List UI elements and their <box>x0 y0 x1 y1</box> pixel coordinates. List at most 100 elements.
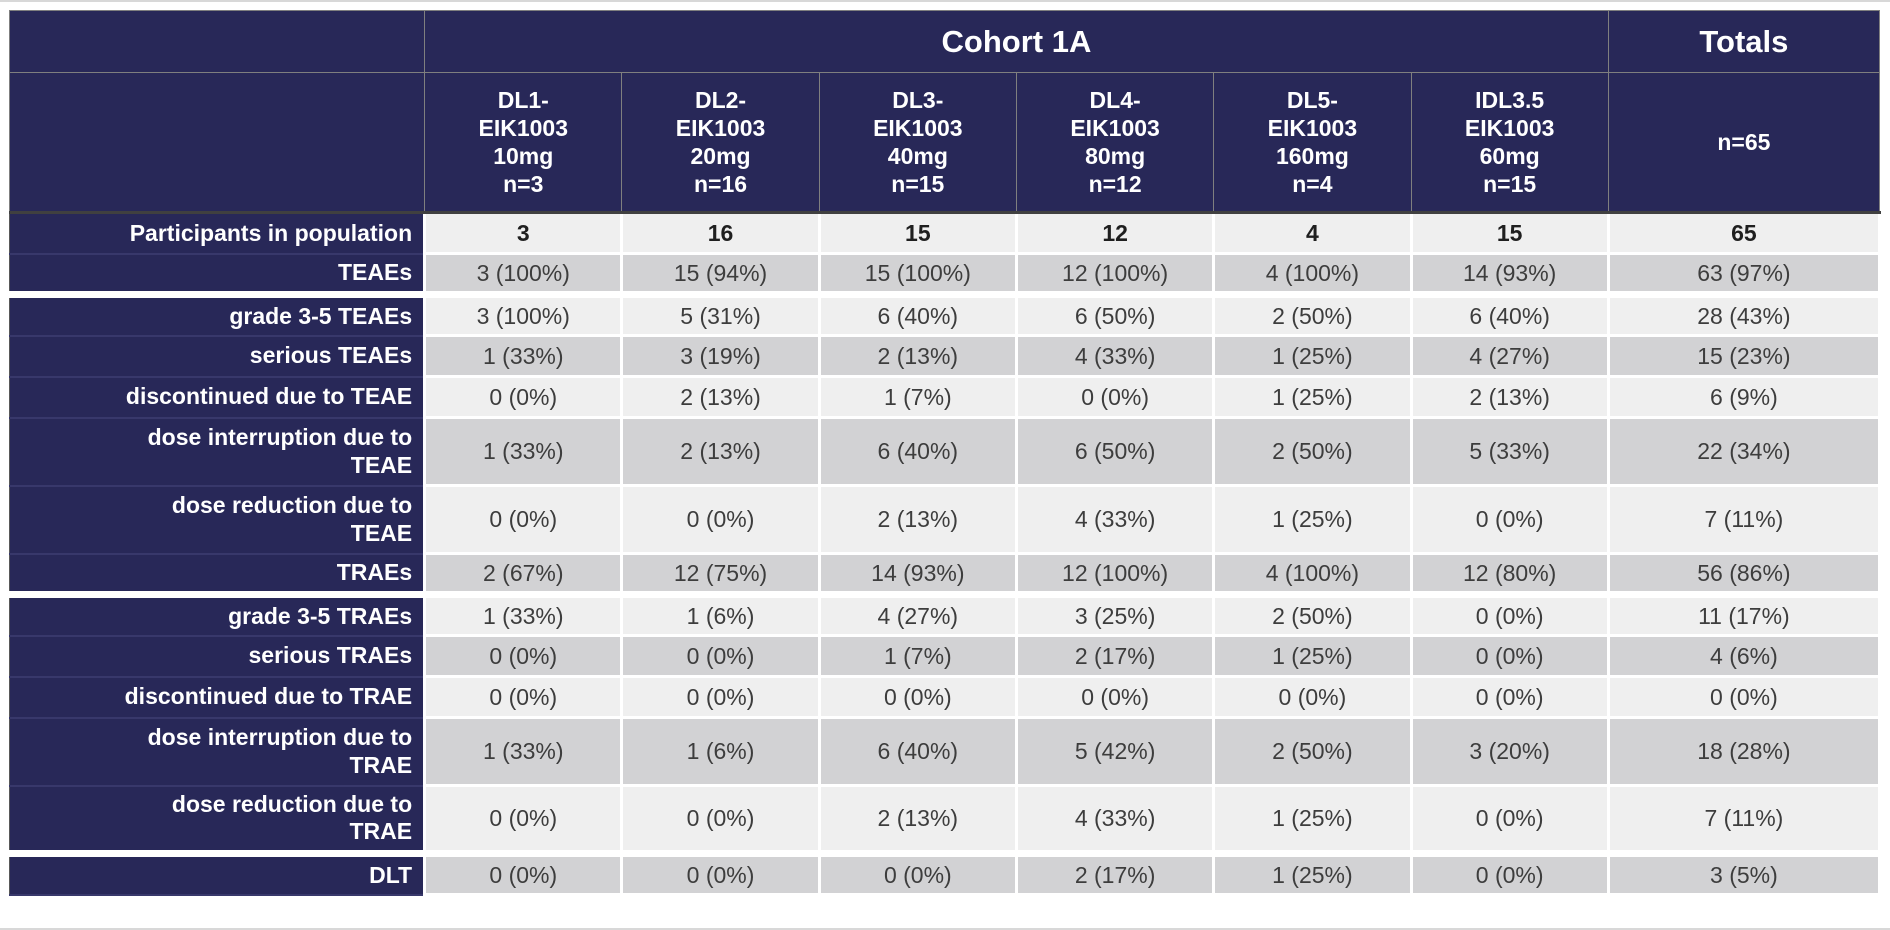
data-cell: 4 (27%) <box>817 591 1018 637</box>
row-label: TRAEs <box>8 552 427 596</box>
data-cell: 0 (0%) <box>423 675 624 719</box>
row-label: dose reduction due to TEAE <box>8 484 427 555</box>
data-cell: 1 (25%) <box>1212 784 1413 855</box>
data-cell: 0 (0%) <box>423 784 624 855</box>
data-cell: 0 (0%) <box>620 850 821 896</box>
data-cell: 3 (19%) <box>620 334 821 378</box>
data-cell: 2 (13%) <box>620 375 821 419</box>
cohort-title: Cohort 1A <box>424 10 1609 73</box>
data-cell: 1 (25%) <box>1212 484 1413 555</box>
table-row: grade 3-5 TEAEs 3 (100%) 5 (31%) 6 (40%) 6 (… <box>8 291 1882 337</box>
dose-column-header-5: DL5- EIK1003 160mg n=4 <box>1213 72 1412 214</box>
data-cell: 1 (25%) <box>1212 634 1413 678</box>
data-cell: 15 <box>817 211 1018 255</box>
data-cell: 0 (0%) <box>1014 675 1216 719</box>
row-label: grade 3-5 TRAEs <box>8 591 427 637</box>
row-label: TEAEs <box>8 252 427 296</box>
totals-n-cell: n=65 <box>1607 72 1881 214</box>
data-cell: 0 (0%) <box>817 850 1018 896</box>
data-cell: 15 (100%) <box>817 252 1018 296</box>
data-cell: 4 <box>1212 211 1413 255</box>
table-row: dose reduction due to TRAE 0 (0%) 0 (0%) 2 … <box>8 784 1882 855</box>
table-row: dose reduction due to TEAE 0 (0%) 0 (0%) 2 … <box>8 484 1882 555</box>
data-cell: 2 (13%) <box>817 484 1018 555</box>
data-cell: 0 (0%) <box>620 675 821 719</box>
data-cell: 1 (33%) <box>423 716 624 787</box>
total-cell: 22 (34%) <box>1606 416 1882 487</box>
table-row: serious TRAEs 0 (0%) 0 (0%) 1 (7%) 2 (17%) 1 … <box>8 634 1882 678</box>
data-cell: 6 (40%) <box>817 416 1018 487</box>
row-label: discontinued due to TRAE <box>8 675 427 719</box>
data-cell: 2 (50%) <box>1212 291 1413 337</box>
total-cell: 11 (17%) <box>1606 591 1882 637</box>
data-cell: 2 (50%) <box>1212 716 1413 787</box>
totals-title: Totals <box>1607 10 1881 73</box>
data-cell: 2 (17%) <box>1014 634 1216 678</box>
data-cell: 2 (50%) <box>1212 416 1413 487</box>
data-cell: 0 (0%) <box>1409 634 1610 678</box>
data-cell: 0 (0%) <box>620 634 821 678</box>
total-cell: 63 (97%) <box>1606 252 1882 296</box>
data-cell: 1 (33%) <box>423 334 624 378</box>
table-row: grade 3-5 TRAEs 1 (33%) 1 (6%) 4 (27%) 3 (25… <box>8 591 1882 637</box>
data-cell: 5 (33%) <box>1409 416 1610 487</box>
data-cell: 0 (0%) <box>1409 850 1610 896</box>
data-cell: 2 (13%) <box>620 416 821 487</box>
table-body: Participants in population 3 16 15 12 4 15 65 TE… <box>8 211 1882 896</box>
total-cell: 15 (23%) <box>1606 334 1882 378</box>
data-cell: 2 (13%) <box>817 784 1018 855</box>
data-cell: 12 (75%) <box>620 552 821 596</box>
data-cell: 6 (50%) <box>1014 416 1216 487</box>
data-cell: 5 (31%) <box>620 291 821 337</box>
data-cell: 0 (0%) <box>423 634 624 678</box>
table-row: dose interruption due to TEAE 1 (33%) 2 (1… <box>8 416 1882 487</box>
data-cell: 1 (25%) <box>1212 850 1413 896</box>
data-cell: 1 (33%) <box>423 591 624 637</box>
data-cell: 4 (33%) <box>1014 334 1216 378</box>
total-cell: 56 (86%) <box>1606 552 1882 596</box>
total-cell: 7 (11%) <box>1606 784 1882 855</box>
data-cell: 0 (0%) <box>1409 675 1610 719</box>
data-cell: 1 (25%) <box>1212 334 1413 378</box>
total-cell: 0 (0%) <box>1606 675 1882 719</box>
data-cell: 1 (7%) <box>817 375 1018 419</box>
data-cell: 1 (33%) <box>423 416 624 487</box>
row-label: serious TEAEs <box>8 334 427 378</box>
data-cell: 1 (25%) <box>1212 375 1413 419</box>
total-cell: 7 (11%) <box>1606 484 1882 555</box>
data-cell: 14 (93%) <box>817 552 1018 596</box>
data-cell: 15 <box>1409 211 1610 255</box>
data-cell: 16 <box>620 211 821 255</box>
data-cell: 2 (13%) <box>817 334 1018 378</box>
data-cell: 0 (0%) <box>620 784 821 855</box>
data-cell: 0 (0%) <box>620 484 821 555</box>
dose-column-header-2: DL2- EIK1003 20mg n=16 <box>621 72 820 214</box>
data-cell: 0 (0%) <box>423 850 624 896</box>
data-cell: 6 (40%) <box>1409 291 1610 337</box>
table-row: dose interruption due to TRAE 1 (33%) 1 (6… <box>8 716 1882 787</box>
table-row: Participants in population 3 16 15 12 4 15 65 <box>8 211 1882 255</box>
data-cell: 0 (0%) <box>817 675 1018 719</box>
row-label: DLT <box>8 850 427 896</box>
data-cell: 12 (100%) <box>1014 552 1216 596</box>
corner-cell-lower <box>8 72 426 214</box>
data-cell: 0 (0%) <box>1212 675 1413 719</box>
data-cell: 0 (0%) <box>423 484 624 555</box>
dose-column-header-3: DL3- EIK1003 40mg n=15 <box>818 72 1017 214</box>
row-label: dose interruption due to TEAE <box>8 416 427 487</box>
data-cell: 1 (6%) <box>620 591 821 637</box>
data-cell: 12 <box>1014 211 1216 255</box>
data-cell: 2 (50%) <box>1212 591 1413 637</box>
row-label: dose interruption due to TRAE <box>8 716 427 787</box>
table-row: TEAEs 3 (100%) 15 (94%) 15 (100%) 12 (100%) 4… <box>8 252 1882 296</box>
dose-column-header-6: IDL3.5 EIK1003 60mg n=15 <box>1410 72 1609 214</box>
row-label: serious TRAEs <box>8 634 427 678</box>
data-cell: 3 (100%) <box>423 291 624 337</box>
data-cell: 0 (0%) <box>1014 375 1216 419</box>
row-label: discontinued due to TEAE <box>8 375 427 419</box>
total-cell: 4 (6%) <box>1606 634 1882 678</box>
data-cell: 4 (100%) <box>1212 252 1413 296</box>
data-cell: 1 (6%) <box>620 716 821 787</box>
row-label: dose reduction due to TRAE <box>8 784 427 855</box>
